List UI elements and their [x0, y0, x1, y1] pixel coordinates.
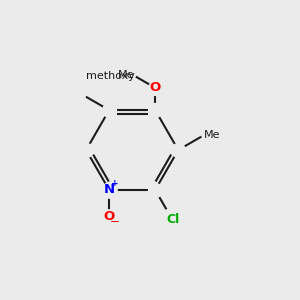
Text: Me: Me: [118, 70, 134, 80]
Text: O: O: [103, 210, 115, 223]
Text: N: N: [103, 183, 115, 196]
Text: Me: Me: [204, 130, 220, 140]
Text: −: −: [110, 214, 120, 228]
Text: Cl: Cl: [167, 213, 180, 226]
Text: methoxy: methoxy: [85, 71, 134, 81]
Text: +: +: [111, 179, 118, 188]
Text: O: O: [150, 81, 161, 94]
